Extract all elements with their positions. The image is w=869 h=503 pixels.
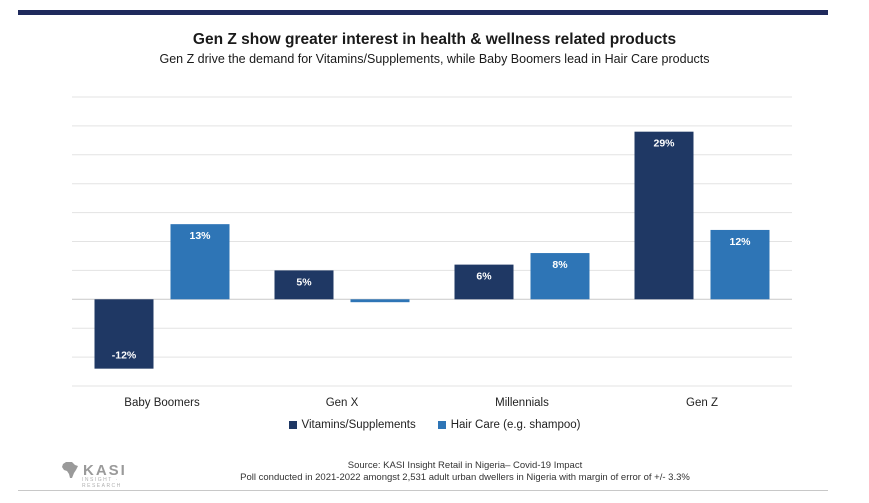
- legend-item-hair-care[interactable]: Hair Care (e.g. shampoo): [437, 419, 581, 431]
- legend-swatch-vitamins: [288, 421, 297, 429]
- x-tick-label: Gen Z: [686, 397, 718, 409]
- logo-subtext: INSIGHT · RESEARCH: [82, 477, 122, 489]
- bar-baby-boomers-hair-care: [170, 224, 230, 300]
- bar-baby-boomers-vitamins: [94, 299, 154, 369]
- bar-gen-z-hair-care: [710, 229, 770, 300]
- logo-text: KASI: [83, 461, 127, 479]
- legend-swatch-hair-care: [437, 421, 446, 429]
- x-tick-label: Gen X: [326, 397, 359, 409]
- bar-millennials-hair-care: [530, 253, 590, 300]
- data-label: 8%: [552, 259, 568, 271]
- bar-gen-z-vitamins: [634, 131, 694, 300]
- bar-gen-x-vitamins: [274, 270, 334, 300]
- bar-gen-x-hair-care: [350, 299, 410, 303]
- x-tick-label: Baby Boomers: [124, 397, 200, 409]
- data-label: 13%: [189, 230, 211, 242]
- legend: Vitamins/Supplements Hair Care (e.g. sha…: [0, 419, 869, 431]
- data-label: -12%: [112, 350, 137, 362]
- legend-label-hair-care: Hair Care (e.g. shampoo): [450, 419, 581, 431]
- source-note: Source: KASI Insight Retail in Nigeria– …: [120, 460, 810, 484]
- legend-label-vitamins: Vitamins/Supplements: [301, 419, 416, 431]
- africa-map-icon: [62, 462, 78, 478]
- top-rule: [18, 10, 828, 15]
- x-tick-label: Millennials: [495, 397, 549, 409]
- legend-item-vitamins[interactable]: Vitamins/Supplements: [288, 419, 416, 431]
- bar-millennials-vitamins: [454, 264, 514, 300]
- data-label: 12%: [729, 236, 751, 248]
- chart-subtitle: Gen Z drive the demand for Vitamins/Supp…: [159, 52, 710, 66]
- kasi-logo: KASI INSIGHT · RESEARCH: [60, 460, 127, 489]
- source-line-2: Poll conducted in 2021-2022 amongst 2,53…: [240, 472, 690, 483]
- bottom-rule: [18, 490, 828, 491]
- data-label: 6%: [476, 271, 492, 283]
- source-line-1: Source: KASI Insight Retail in Nigeria– …: [347, 460, 583, 471]
- chart-title: Gen Z show greater interest in health & …: [192, 31, 677, 48]
- data-label: 5%: [296, 276, 312, 288]
- data-label: 29%: [653, 138, 675, 150]
